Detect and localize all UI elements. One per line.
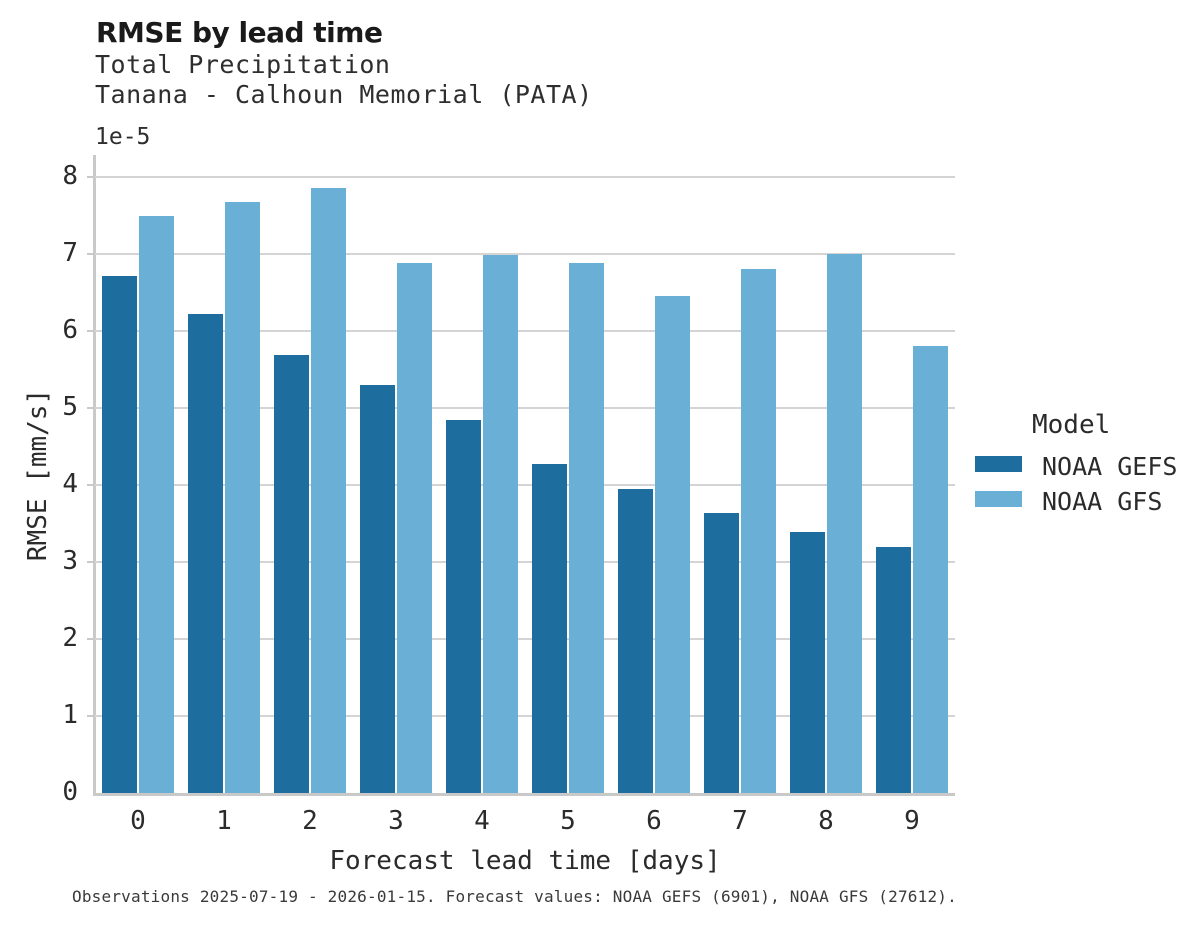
y-axis-offset-label: 1e-5 <box>95 124 151 150</box>
bar-noaa-gefs-day-0 <box>102 276 137 793</box>
x-tick-label-2: 2 <box>302 806 318 836</box>
gridline-y-2 <box>95 638 955 640</box>
bar-noaa-gefs-day-5 <box>532 464 567 793</box>
plot-area <box>87 155 955 796</box>
y-tick-label-3: 3 <box>62 546 78 576</box>
gridline-y-1 <box>95 715 955 717</box>
x-axis-tick-labels: 0 1 2 3 4 5 6 7 8 9 <box>95 806 955 838</box>
y-tick-mark <box>87 484 95 486</box>
bar-noaa-gfs-day-0 <box>139 216 174 793</box>
bar-noaa-gefs-day-3 <box>360 385 395 793</box>
bar-noaa-gfs-day-1 <box>225 202 260 793</box>
legend-title: Model <box>1032 410 1111 440</box>
bar-noaa-gefs-day-8 <box>790 532 825 793</box>
y-tick-mark <box>87 407 95 409</box>
bar-noaa-gfs-day-8 <box>827 254 862 793</box>
y-axis-tick-labels: 0 1 2 3 4 5 6 7 8 <box>30 155 78 805</box>
y-tick-label-2: 2 <box>62 623 78 653</box>
x-tick-label-9: 9 <box>904 806 920 836</box>
chart-subtitle-station: Tanana - Calhoun Memorial (PATA) <box>95 80 593 109</box>
x-axis-spine <box>93 793 955 796</box>
bar-noaa-gefs-day-2 <box>274 355 309 793</box>
chart-footnote: Observations 2025-07-19 - 2026-01-15. Fo… <box>72 887 957 906</box>
x-tick-label-0: 0 <box>130 806 146 836</box>
bar-noaa-gfs-day-2 <box>311 188 346 793</box>
x-tick-label-8: 8 <box>818 806 834 836</box>
x-axis-label: Forecast lead time [days] <box>329 846 721 876</box>
x-tick-label-1: 1 <box>216 806 232 836</box>
legend-label-noaa-gefs: NOAA GEFS <box>1042 452 1178 481</box>
x-tick-label-7: 7 <box>732 806 748 836</box>
y-tick-mark <box>87 176 95 178</box>
chart-title: RMSE by lead time <box>96 16 383 49</box>
y-axis-spine <box>93 155 96 793</box>
legend-label-noaa-gfs: NOAA GFS <box>1042 487 1163 516</box>
y-tick-label-6: 6 <box>62 315 78 345</box>
y-tick-label-7: 7 <box>62 238 78 268</box>
x-tick-label-4: 4 <box>474 806 490 836</box>
bar-noaa-gefs-day-7 <box>704 513 739 793</box>
bar-noaa-gefs-day-4 <box>446 420 481 793</box>
y-tick-label-5: 5 <box>62 392 78 422</box>
bar-noaa-gfs-day-3 <box>397 263 432 793</box>
gridline-y-4 <box>95 484 955 486</box>
y-tick-mark <box>87 561 95 563</box>
gridline-y-8 <box>95 176 955 178</box>
x-tick-label-6: 6 <box>646 806 662 836</box>
bar-noaa-gfs-day-6 <box>655 296 690 793</box>
y-tick-label-0: 0 <box>62 777 78 807</box>
bar-noaa-gefs-day-9 <box>876 547 911 793</box>
bar-noaa-gefs-day-1 <box>188 314 223 793</box>
bar-noaa-gfs-day-7 <box>741 269 776 793</box>
bar-noaa-gefs-day-6 <box>618 489 653 793</box>
y-tick-mark <box>87 253 95 255</box>
y-tick-label-8: 8 <box>62 161 78 191</box>
gridline-y-7 <box>95 253 955 255</box>
gridline-y-5 <box>95 407 955 409</box>
x-tick-label-5: 5 <box>560 806 576 836</box>
legend-swatch-noaa-gefs <box>975 456 1022 472</box>
x-tick-label-3: 3 <box>388 806 404 836</box>
y-tick-label-1: 1 <box>62 700 78 730</box>
legend-swatch-noaa-gfs <box>975 491 1022 507</box>
bar-noaa-gfs-day-4 <box>483 255 518 793</box>
y-tick-mark <box>87 715 95 717</box>
gridline-y-6 <box>95 330 955 332</box>
bar-noaa-gfs-day-9 <box>913 346 948 793</box>
bar-noaa-gfs-day-5 <box>569 263 604 793</box>
chart-subtitle-variable: Total Precipitation <box>95 50 391 79</box>
gridline-y-3 <box>95 561 955 563</box>
y-tick-mark <box>87 638 95 640</box>
y-tick-mark <box>87 330 95 332</box>
y-tick-label-4: 4 <box>62 469 78 499</box>
